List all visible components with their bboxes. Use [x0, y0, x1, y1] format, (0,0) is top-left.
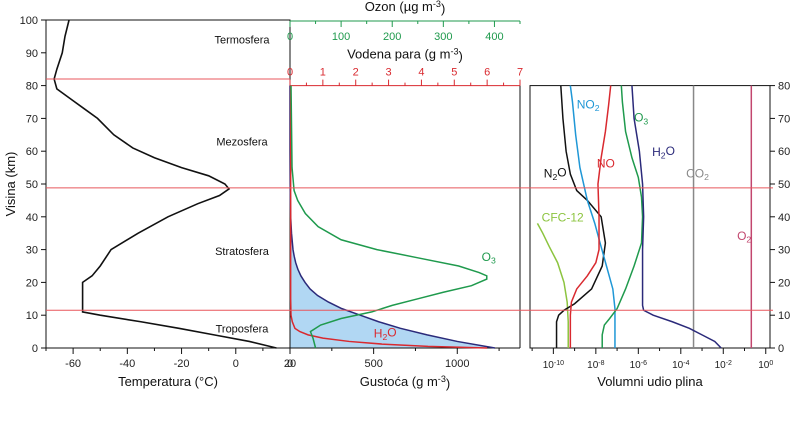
- mixing-altitude-tick-label: 70: [778, 113, 790, 125]
- altitude-tick-label: 90: [26, 48, 38, 60]
- temperature-profile-line: [53, 19, 277, 349]
- density-series-o3-line: [290, 85, 488, 349]
- density-axis-label: Gustoća (g m-3​): [360, 374, 450, 391]
- gas-o3-line: [601, 85, 644, 348]
- vapor-tick-label: 4: [418, 67, 424, 79]
- gas-no2-label: NO2​: [577, 98, 600, 114]
- altitude-tick-label: 20: [26, 277, 38, 289]
- mixing-ratio-tick-label: 10-4​: [672, 360, 689, 371]
- altitude-tick-label: 30: [26, 245, 38, 257]
- vapor-tick-label: 6: [484, 67, 490, 79]
- temperature-tick-label: 0: [233, 358, 239, 370]
- altitude-tick-label: 60: [26, 146, 38, 158]
- mixing-altitude-tick-label: 60: [778, 146, 790, 158]
- mixing-ratio-tick-label: 10-10​: [543, 360, 564, 371]
- altitude-tick-label: 40: [26, 212, 38, 224]
- mixing-altitude-tick-label: 30: [778, 245, 790, 257]
- altitude-tick-label: 50: [26, 179, 38, 191]
- temperature-tick-label: 20: [284, 358, 296, 370]
- vapor-axis-label: Vodena para (g m-3​): [347, 47, 463, 64]
- vapor-tick-label: 0: [287, 67, 293, 79]
- mixing-altitude-tick-label: 0: [778, 343, 784, 355]
- gas-o3-label: O3​: [634, 111, 648, 127]
- vapor-tick-label: 5: [451, 67, 457, 79]
- mixing-altitude-tick-label: 80: [778, 81, 790, 93]
- mixing-altitude-tick-label: 20: [778, 277, 790, 289]
- density-series-label: O3​: [482, 250, 496, 266]
- layer-name-label: Troposfera: [216, 323, 270, 335]
- vapor-tick-label: 1: [320, 67, 326, 79]
- gas-cfc-12-label: CFC-12: [542, 211, 584, 225]
- ozone-axis-label: Ozon (µg m-3​): [365, 0, 446, 16]
- gas-no2-line: [569, 85, 616, 348]
- gas-o2-label: O2​: [737, 229, 751, 245]
- altitude-tick-label: 0: [32, 343, 38, 355]
- mixing-ratio-panel: 0 10 20 30 40 50 60 70 80 10-10​ 10-8​ 10-6​ 10-4​ 10…: [529, 81, 790, 389]
- density-tick-label: 0: [287, 358, 293, 370]
- density-tick-label: 1000: [445, 358, 469, 370]
- vapor-tick-label: 2: [353, 67, 359, 79]
- density-series-label: H2​O: [374, 325, 397, 342]
- gas-co2-label: CO2​: [686, 166, 709, 182]
- gas-no-label: NO: [597, 157, 615, 171]
- ozone-tick-label: 0: [287, 31, 293, 43]
- mixing-ratio-tick-label: 10-8​: [587, 360, 604, 371]
- layer-name-label: Termosfera: [214, 35, 270, 47]
- gas-n2o-label: N2​O: [544, 165, 567, 182]
- mixing-ratio-tick-label: 10-6​: [630, 360, 647, 371]
- temperature-axis-label: Temperatura (°C): [118, 374, 218, 389]
- layer-name-label: Mezosfera: [216, 136, 268, 148]
- vapor-tick-label: 3: [386, 67, 392, 79]
- gas-n2o-line: [555, 85, 607, 348]
- ozone-tick-label: 400: [485, 31, 503, 43]
- altitude-tick-label: 70: [26, 113, 38, 125]
- altitude-axis-label: Visina (km): [3, 152, 18, 217]
- gas-cfc-12-line: [536, 223, 569, 348]
- altitude-tick-label: 10: [26, 310, 38, 322]
- layer-boundaries: [46, 78, 773, 311]
- mixing-ratio-tick-label: 100​: [758, 360, 773, 371]
- mixing-altitude-tick-label: 40: [778, 212, 790, 224]
- mixing-altitude-tick-label: 10: [778, 310, 790, 322]
- temperature-tick-label: -60: [65, 358, 81, 370]
- density-area: [290, 85, 495, 348]
- mixing-ratio-axis-label: Volumni udio plina: [597, 374, 703, 389]
- altitude-tick-label: 80: [26, 81, 38, 93]
- density-tick-label: 500: [364, 358, 382, 370]
- temperature-tick-label: -40: [119, 358, 135, 370]
- layer-name-label: Stratosfera: [215, 246, 270, 258]
- gas-h2o-line: [631, 85, 722, 349]
- gas-no-line: [569, 85, 612, 348]
- density-series-h2o-line: [289, 85, 488, 349]
- gas-h2o-label: H2​O: [652, 144, 675, 161]
- ozone-tick-label: 200: [383, 31, 401, 43]
- ozone-tick-label: 100: [332, 31, 350, 43]
- mixing-ratio-tick-label: 10-2​: [715, 360, 732, 371]
- altitude-tick-label: 100: [20, 15, 38, 27]
- mixing-altitude-tick-label: 50: [778, 179, 790, 191]
- vapor-tick-label: 7: [517, 67, 523, 79]
- temperature-tick-label: -20: [174, 358, 190, 370]
- ozone-tick-label: 300: [434, 31, 452, 43]
